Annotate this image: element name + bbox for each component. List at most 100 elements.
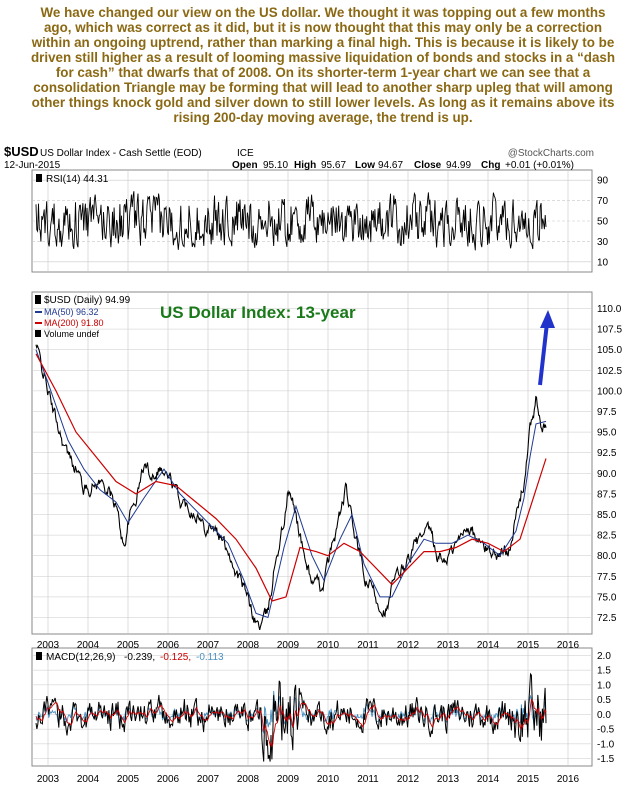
macd-x-tick-label: 2008 <box>237 774 260 785</box>
ma200-line <box>35 353 547 602</box>
rsi-line <box>35 191 547 251</box>
credit-label: @StockCharts.com <box>508 148 594 159</box>
price-x-tick-label: 2003 <box>37 640 60 651</box>
price-y-tick-label: 102.5 <box>597 366 622 377</box>
high-label: High <box>294 160 316 171</box>
price-layer <box>35 344 547 631</box>
price-x-tick-label: 2012 <box>397 640 420 651</box>
price-x-tick-label: 2005 <box>117 640 140 651</box>
rsi-legend: RSI(14) 44.31 <box>46 174 109 185</box>
macd-x-tick-label: 2009 <box>277 774 300 785</box>
chart-title: US Dollar Index: 13-year <box>160 303 356 322</box>
rsi-y-tick-label: 70 <box>597 196 609 207</box>
rsi-layer <box>35 191 547 251</box>
high-value: 95.67 <box>321 160 346 171</box>
grid-layer <box>32 170 592 766</box>
price-x-tick-label: 2014 <box>477 640 500 651</box>
price-panel <box>31 291 593 635</box>
close-value: 94.99 <box>446 160 471 171</box>
price-y-tick-label: 97.5 <box>597 407 617 418</box>
exchange-label: ICE <box>237 148 254 159</box>
price-y-tick-label: 82.5 <box>597 531 617 542</box>
price-y-tick-label: 75.0 <box>597 592 617 603</box>
price-x-tick-label: 2008 <box>237 640 260 651</box>
chg-label: Chg <box>481 160 500 171</box>
macd-x-tick-label: 2005 <box>117 774 140 785</box>
macd-legend-macd: -0.239, <box>124 652 155 663</box>
date-label: 12-Jun-2015 <box>4 160 61 171</box>
price-y-tick-label: 80.0 <box>597 551 617 562</box>
macd-x-tick-label: 2013 <box>437 774 460 785</box>
macd-x-tick-label: 2007 <box>197 774 220 785</box>
price-x-tick-label: 2004 <box>77 640 100 651</box>
macd-y-tick-label: 1.5 <box>597 666 611 677</box>
price-x-tick-label: 2016 <box>557 640 580 651</box>
price-y-tick-label: 85.0 <box>597 510 617 521</box>
macd-layer <box>35 672 547 762</box>
price-y-tick-label: 90.0 <box>597 469 617 480</box>
macd-line <box>35 672 547 762</box>
ticks-layer: 2003 2003 2004 2004 2005 2005 2006 2006 2007 2007… <box>37 176 623 785</box>
rsi-y-tick-label: 10 <box>597 257 609 268</box>
macd-y-tick-label: -1.5 <box>597 754 615 765</box>
rsi-y-tick-label: 90 <box>597 176 609 187</box>
price-x-tick-label: 2013 <box>437 640 460 651</box>
open-value: 95.10 <box>263 160 288 171</box>
up-arrow-icon <box>538 310 555 386</box>
macd-legend-name: MACD(12,26,9) <box>46 652 115 663</box>
low-value: 94.67 <box>378 160 403 171</box>
macd-y-tick-label: -0.5 <box>597 725 615 736</box>
price-legend-volume: Volume undef <box>44 329 100 339</box>
stock-chart: 2003 2003 2004 2004 2005 2005 2006 2006 2007 2007… <box>4 144 623 785</box>
rsi-y-tick-label: 50 <box>597 217 609 228</box>
index-name: US Dollar Index - Cash Settle (EOD) <box>40 148 202 159</box>
commentary-text: We have changed our view on the US dolla… <box>30 5 616 125</box>
macd-y-tick-label: 1.0 <box>597 680 611 691</box>
price-y-tick-label: 92.5 <box>597 448 617 459</box>
open-label: Open <box>232 160 258 171</box>
volume-legend-swatch <box>35 330 41 337</box>
macd-x-tick-label: 2011 <box>357 774 379 785</box>
macd-x-tick-label: 2016 <box>557 774 580 785</box>
rsi-y-tick-label: 30 <box>597 237 609 248</box>
macd-legend-swatch <box>36 652 42 660</box>
price-y-tick-label: 72.5 <box>597 613 617 624</box>
price-y-tick-label: 77.5 <box>597 572 617 583</box>
macd-y-tick-label: 0.5 <box>597 695 611 706</box>
macd-x-tick-label: 2004 <box>77 774 100 785</box>
macd-x-tick-label: 2003 <box>37 774 60 785</box>
price-y-tick-label: 87.5 <box>597 489 617 500</box>
macd-signal-line <box>35 698 547 748</box>
macd-x-tick-label: 2012 <box>397 774 420 785</box>
price-legend-usd: $USD (Daily) 94.99 <box>44 295 131 306</box>
price-y-tick-label: 100.0 <box>597 386 622 397</box>
macd-legend-signal: -0.125, <box>160 652 191 663</box>
macd-x-tick-label: 2014 <box>477 774 500 785</box>
price-x-tick-label: 2007 <box>197 640 220 651</box>
rsi-legend-swatch <box>36 174 42 182</box>
usd-price-line <box>35 344 547 631</box>
price-x-tick-label: 2015 <box>517 640 540 651</box>
macd-panel <box>31 647 593 767</box>
price-x-tick-label: 2011 <box>357 640 379 651</box>
price-x-tick-label: 2010 <box>317 640 340 651</box>
price-x-tick-label: 2009 <box>277 640 300 651</box>
close-label: Close <box>414 160 442 171</box>
chg-value: +0.01 (+0.01%) <box>505 160 574 171</box>
macd-y-tick-label: 0.0 <box>597 710 611 721</box>
symbol-label: $USD <box>4 144 39 159</box>
macd-legend-histogram: -0.113 <box>196 652 224 663</box>
price-legend-ma200: MA(200) 91.80 <box>44 318 104 328</box>
macd-y-tick-label: 2.0 <box>597 651 611 662</box>
macd-x-tick-label: 2006 <box>157 774 180 785</box>
price-legend-ma50: MA(50) 96.32 <box>44 307 99 317</box>
macd-y-tick-label: -1.0 <box>597 739 615 750</box>
price-y-tick-label: 110.0 <box>597 304 622 315</box>
price-y-tick-label: 105.0 <box>597 345 622 356</box>
macd-x-tick-label: 2015 <box>517 774 540 785</box>
ma50-line <box>35 349 547 619</box>
price-legend-swatch <box>35 295 41 304</box>
price-x-tick-label: 2006 <box>157 640 180 651</box>
price-y-tick-label: 107.5 <box>597 325 622 336</box>
macd-x-tick-label: 2010 <box>317 774 340 785</box>
